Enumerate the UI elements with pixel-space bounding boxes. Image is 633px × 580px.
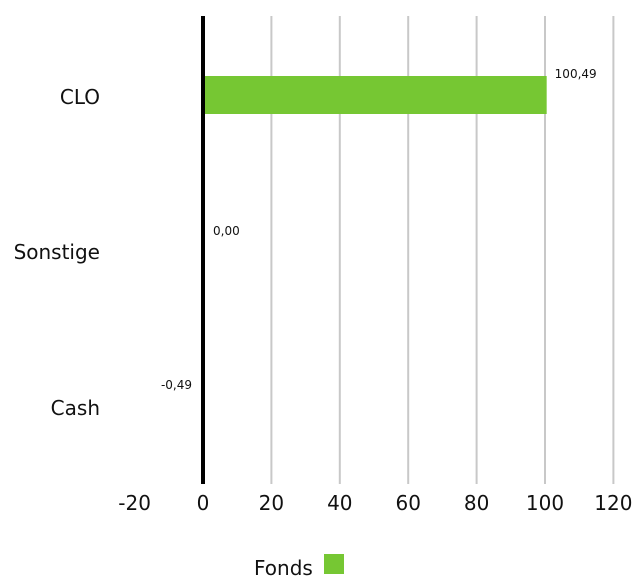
x-tick-label: 20 [259,491,284,515]
bar-chart: CLO Sonstige Cash 100,49 0,00 -0,49 -20 0 20 40… [14,16,632,515]
x-tick-label: 120 [594,491,632,515]
x-tick-label: -20 [118,491,151,515]
x-tick-label: 80 [464,491,489,515]
x-tick-labels: -20 0 20 40 60 80 100 120 [118,491,632,515]
data-label: -0,49 [161,378,192,392]
bar [203,76,547,114]
bars [201,76,547,425]
x-tick-label: 40 [327,491,352,515]
category-label: Sonstige [14,240,100,264]
legend: Fonds [0,552,633,580]
data-labels: 100,49 0,00 -0,49 [161,67,597,392]
x-tick-label: 0 [197,491,210,515]
legend-label: Fonds [254,556,313,580]
category-labels: CLO Sonstige Cash [14,85,100,420]
legend-swatch [324,554,344,574]
data-label: 100,49 [555,67,597,81]
category-label: Cash [51,396,100,420]
x-tick-label: 60 [395,491,420,515]
x-tick-label: 100 [526,491,564,515]
category-label: CLO [60,85,100,109]
data-label: 0,00 [213,224,240,238]
